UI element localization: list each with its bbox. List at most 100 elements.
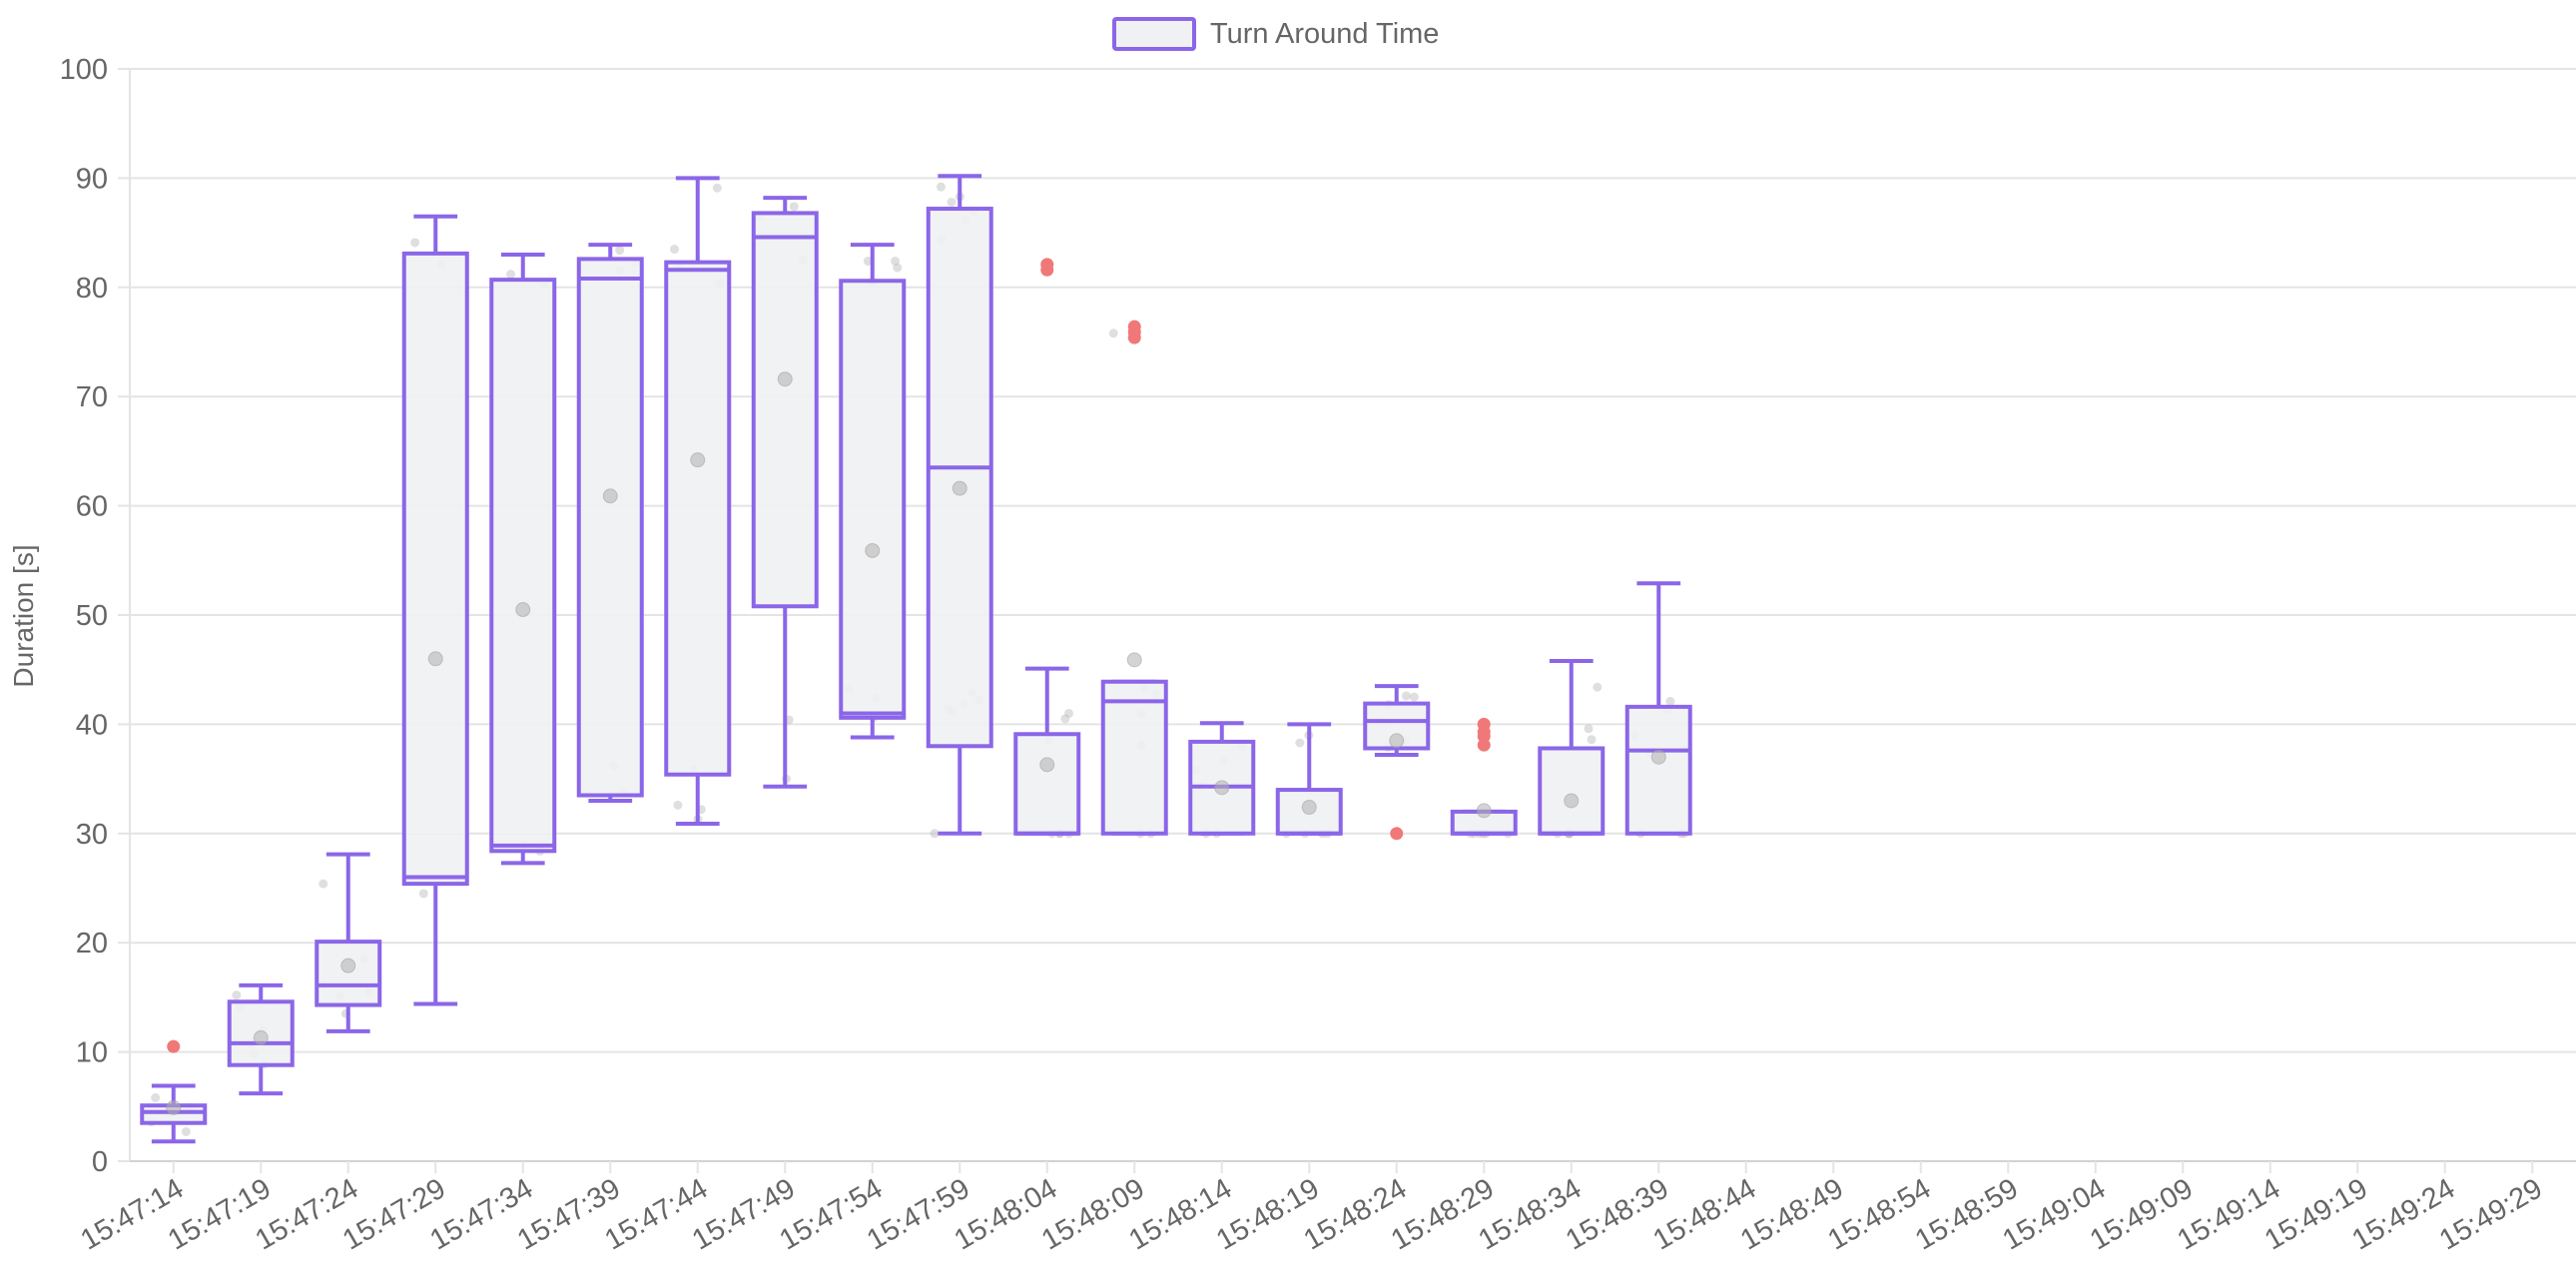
iqr-box [664, 260, 732, 777]
box-15:47:54 [839, 243, 907, 740]
y-tick-label: 40 [76, 709, 108, 741]
mean-marker [1564, 793, 1580, 809]
mean-marker [1301, 800, 1317, 816]
sample-point [1064, 708, 1074, 718]
sample-point [151, 1093, 161, 1103]
sample-point [410, 238, 420, 248]
sample-point [615, 246, 625, 256]
mean-marker [1126, 652, 1142, 668]
iqr-box [401, 251, 469, 887]
box-15:47:49 [751, 196, 819, 789]
sample-point [181, 1126, 191, 1136]
iqr-box [839, 279, 907, 720]
sample-point [947, 197, 957, 207]
y-tick-label: 90 [76, 163, 108, 195]
iqr-box [751, 211, 819, 609]
mean-marker [1389, 733, 1405, 749]
x-axis-ticks: 15:47:1415:47:1915:47:2415:47:2915:47:34… [75, 1161, 2548, 1257]
mean-marker [427, 651, 443, 667]
mean-marker [952, 480, 967, 496]
iqr-box [489, 278, 557, 854]
box-15:47:24 [315, 852, 382, 1033]
outlier-point [1477, 717, 1491, 731]
box-15:48:39 [1624, 581, 1692, 836]
sample-point [1593, 682, 1603, 692]
outlier-point [167, 1039, 181, 1053]
mean-marker [865, 542, 881, 558]
sample-point [712, 183, 722, 193]
sample-point [863, 257, 873, 267]
boxes-layer [140, 174, 1692, 1144]
sample-point [1409, 692, 1419, 702]
mean-marker [340, 958, 356, 973]
mean-marker [1214, 780, 1230, 796]
mean-marker [777, 371, 793, 387]
iqr-box [1624, 704, 1692, 836]
sample-point [930, 829, 940, 839]
sample-point [893, 263, 903, 273]
box-15:47:44 [664, 176, 732, 826]
box-15:48:34 [1538, 658, 1606, 836]
box-15:47:59 [926, 174, 993, 836]
mean-marker [515, 602, 531, 618]
sample-point [506, 270, 516, 280]
sample-point [1108, 328, 1118, 338]
iqr-box [1013, 732, 1081, 836]
box-15:48:29 [1450, 717, 1518, 836]
y-axis-ticks: 0 10 20 30 40 50 60 70 80 90 100 [60, 54, 108, 1178]
sample-point [232, 990, 242, 1000]
sample-point [669, 245, 679, 255]
sample-point [1295, 738, 1305, 748]
y-tick-label: 30 [76, 819, 108, 851]
sample-point [1665, 696, 1675, 706]
legend-swatch [1112, 17, 1196, 51]
y-tick-label: 50 [76, 600, 108, 632]
sample-point [1584, 724, 1594, 734]
sample-point [1060, 714, 1070, 724]
sample-point [418, 889, 428, 899]
sample-point [789, 202, 799, 212]
outlier-point [1127, 320, 1141, 333]
iqr-box [926, 207, 993, 749]
sample-point [673, 800, 683, 810]
sample-point [319, 879, 328, 889]
legend-label: Turn Around Time [1210, 18, 1439, 50]
y-tick-label: 10 [76, 1037, 108, 1069]
mean-marker [690, 452, 706, 468]
box-15:48:04 [1013, 258, 1081, 836]
iqr-box [1100, 679, 1168, 836]
box-15:47:29 [401, 214, 469, 1006]
iqr-box [315, 940, 382, 1007]
y-tick-label: 80 [76, 273, 108, 305]
mean-marker [166, 1099, 182, 1115]
box-15:47:34 [489, 252, 557, 866]
box-15:48:19 [1275, 722, 1343, 836]
mean-marker [1476, 803, 1492, 819]
outlier-point [1390, 827, 1404, 841]
mean-marker [602, 488, 618, 504]
y-tick-label: 0 [92, 1146, 108, 1178]
outlier-point [1040, 258, 1054, 272]
mean-marker [1650, 749, 1666, 765]
box-15:48:14 [1188, 721, 1256, 836]
box-15:48:09 [1100, 320, 1168, 836]
iqr-box [1538, 746, 1606, 836]
sample-point [936, 182, 946, 192]
sample-point [1401, 691, 1411, 701]
sample-point [891, 257, 901, 267]
sample-point [1587, 735, 1597, 745]
legend[interactable]: Turn Around Time [1112, 17, 1439, 51]
mean-marker [253, 1029, 269, 1045]
box-15:47:39 [576, 243, 644, 803]
mean-marker [1039, 757, 1055, 773]
y-tick-label: 60 [76, 491, 108, 523]
y-gridlines [118, 68, 2576, 1162]
y-tick-label: 70 [76, 381, 108, 413]
box-15:47:19 [227, 982, 295, 1096]
box-15:47:14 [140, 1039, 208, 1144]
y-tick-label: 100 [60, 54, 108, 86]
box-15:48:24 [1363, 684, 1431, 841]
iqr-box [576, 257, 644, 798]
y-axis-title: Duration [s] [8, 544, 39, 687]
